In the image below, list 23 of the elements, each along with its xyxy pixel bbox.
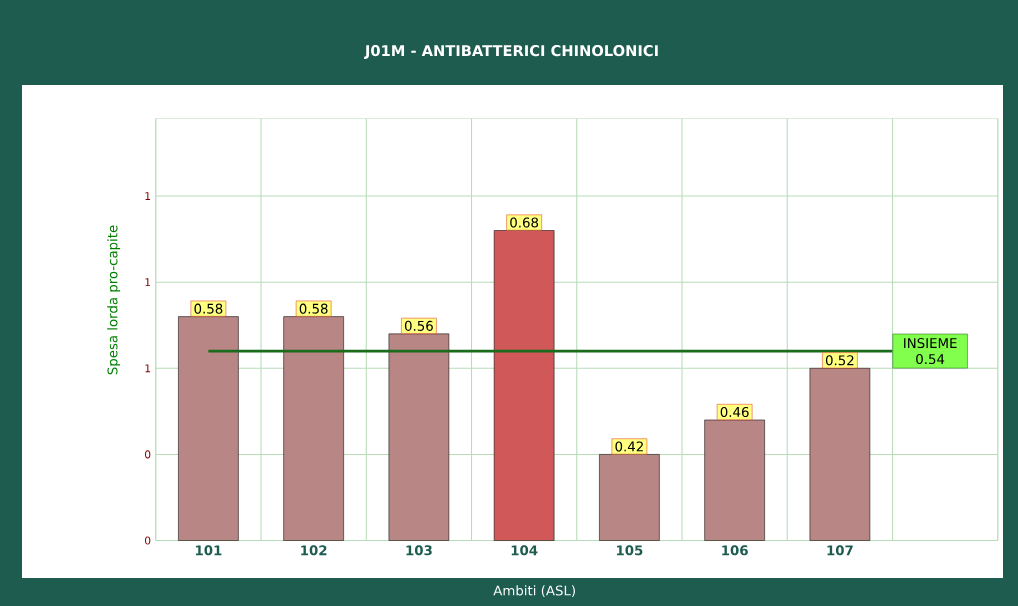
y-tick-label: 0 xyxy=(144,450,151,459)
data-label: 0.58 xyxy=(194,303,223,314)
data-label: 0.68 xyxy=(510,217,539,228)
x-axis-title: Ambiti (ASL) xyxy=(493,585,575,598)
y-tick-label: 1 xyxy=(145,192,151,200)
ref-line-label: INSIEME 0.54 xyxy=(904,338,957,365)
y-tick-label: 1 xyxy=(145,278,151,287)
x-tick-label: 104 xyxy=(511,545,538,556)
data-label: 0.46 xyxy=(720,406,749,418)
x-tick-label: 101 xyxy=(195,545,222,556)
chart-title: J01M - ANTIBATTERICI CHINOLONICI xyxy=(364,45,658,59)
x-tick-label: 105 xyxy=(616,545,643,556)
x-tick-label: 102 xyxy=(301,545,327,556)
y-axis-title: Spesa lorda pro-capite xyxy=(107,225,121,375)
y-tick-label: 0 xyxy=(144,536,151,545)
y-tick-label: 1 xyxy=(145,364,151,373)
data-label: 0.58 xyxy=(299,303,328,314)
data-label: 0.42 xyxy=(615,441,643,452)
x-tick-label: 107 xyxy=(827,545,853,556)
data-label: 0.52 xyxy=(825,355,854,366)
data-label: 0.56 xyxy=(404,320,433,331)
x-tick-label: 106 xyxy=(722,545,748,556)
x-tick-label: 103 xyxy=(406,545,432,556)
